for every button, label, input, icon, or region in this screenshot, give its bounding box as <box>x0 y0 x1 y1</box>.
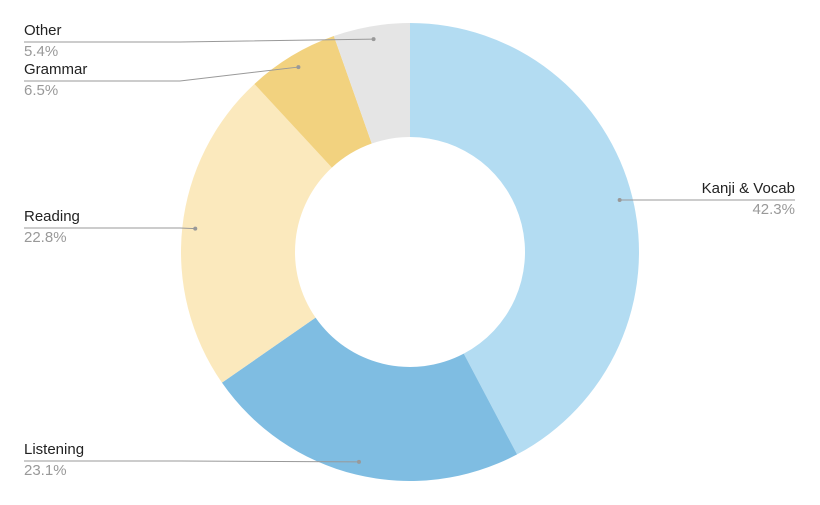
donut-slice <box>333 23 410 144</box>
slice-value-label: 6.5% <box>24 82 58 99</box>
slice-value-label: 5.4% <box>24 43 58 60</box>
slice-label: Grammar <box>24 61 87 78</box>
leader-dot <box>356 459 361 464</box>
leader-line <box>24 227 196 230</box>
slice-value-label: 42.3% <box>752 201 795 218</box>
slice-label: Listening <box>24 441 84 458</box>
donut-slice <box>221 317 518 481</box>
donut-slice <box>410 23 640 455</box>
leader-line <box>24 460 359 463</box>
slice-label: Kanji & Vocab <box>702 180 795 197</box>
donut-slice <box>181 83 332 383</box>
leader-dot <box>617 197 622 202</box>
slice-value-label: 22.8% <box>24 229 67 246</box>
leader-line <box>24 38 374 43</box>
leader-dot <box>296 65 301 70</box>
slice-label: Other <box>24 22 62 39</box>
slice-label: Reading <box>24 208 80 225</box>
leader-dot <box>371 37 376 42</box>
leader-dot <box>193 226 198 231</box>
leader-line <box>24 66 299 82</box>
slice-value-label: 23.1% <box>24 462 67 479</box>
